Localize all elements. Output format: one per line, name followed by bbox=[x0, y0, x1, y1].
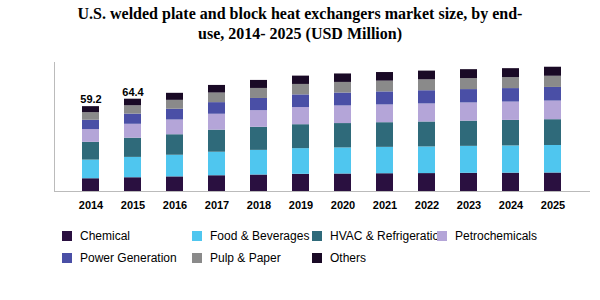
html-text:U.S. welded plate and block he: U.S. welded plate and block heat exchang… bbox=[77, 5, 523, 42]
svg-text:59.2: 59.2 bbox=[80, 93, 101, 105]
svg-text:2016: 2016 bbox=[163, 199, 187, 211]
svg-text:2022: 2022 bbox=[415, 199, 439, 211]
svg-text:2021: 2021 bbox=[373, 199, 397, 211]
html-text:Pulp & Paper: Pulp & Paper bbox=[210, 251, 281, 265]
html-text:Power Generation: Power Generation bbox=[80, 251, 177, 265]
svg-text:2025: 2025 bbox=[541, 199, 565, 211]
html-text:Others: Others bbox=[330, 251, 366, 265]
svg-text:2024: 2024 bbox=[499, 199, 524, 211]
svg-text:64.4: 64.4 bbox=[122, 86, 144, 98]
html-text:Petrochemicals: Petrochemicals bbox=[455, 229, 537, 243]
svg-text:2015: 2015 bbox=[121, 199, 145, 211]
html-text:Food & Beverages: Food & Beverages bbox=[210, 229, 310, 243]
svg-text:2014: 2014 bbox=[79, 199, 104, 211]
svg-text:2023: 2023 bbox=[457, 199, 481, 211]
svg-text:2019: 2019 bbox=[289, 199, 313, 211]
html-text:HVAC & Refrigeration: HVAC & Refrigeration bbox=[330, 229, 446, 243]
svg-text:2018: 2018 bbox=[247, 199, 271, 211]
svg-text:2020: 2020 bbox=[331, 199, 355, 211]
html-text:Chemical: Chemical bbox=[80, 229, 130, 243]
svg-text:2017: 2017 bbox=[205, 199, 229, 211]
